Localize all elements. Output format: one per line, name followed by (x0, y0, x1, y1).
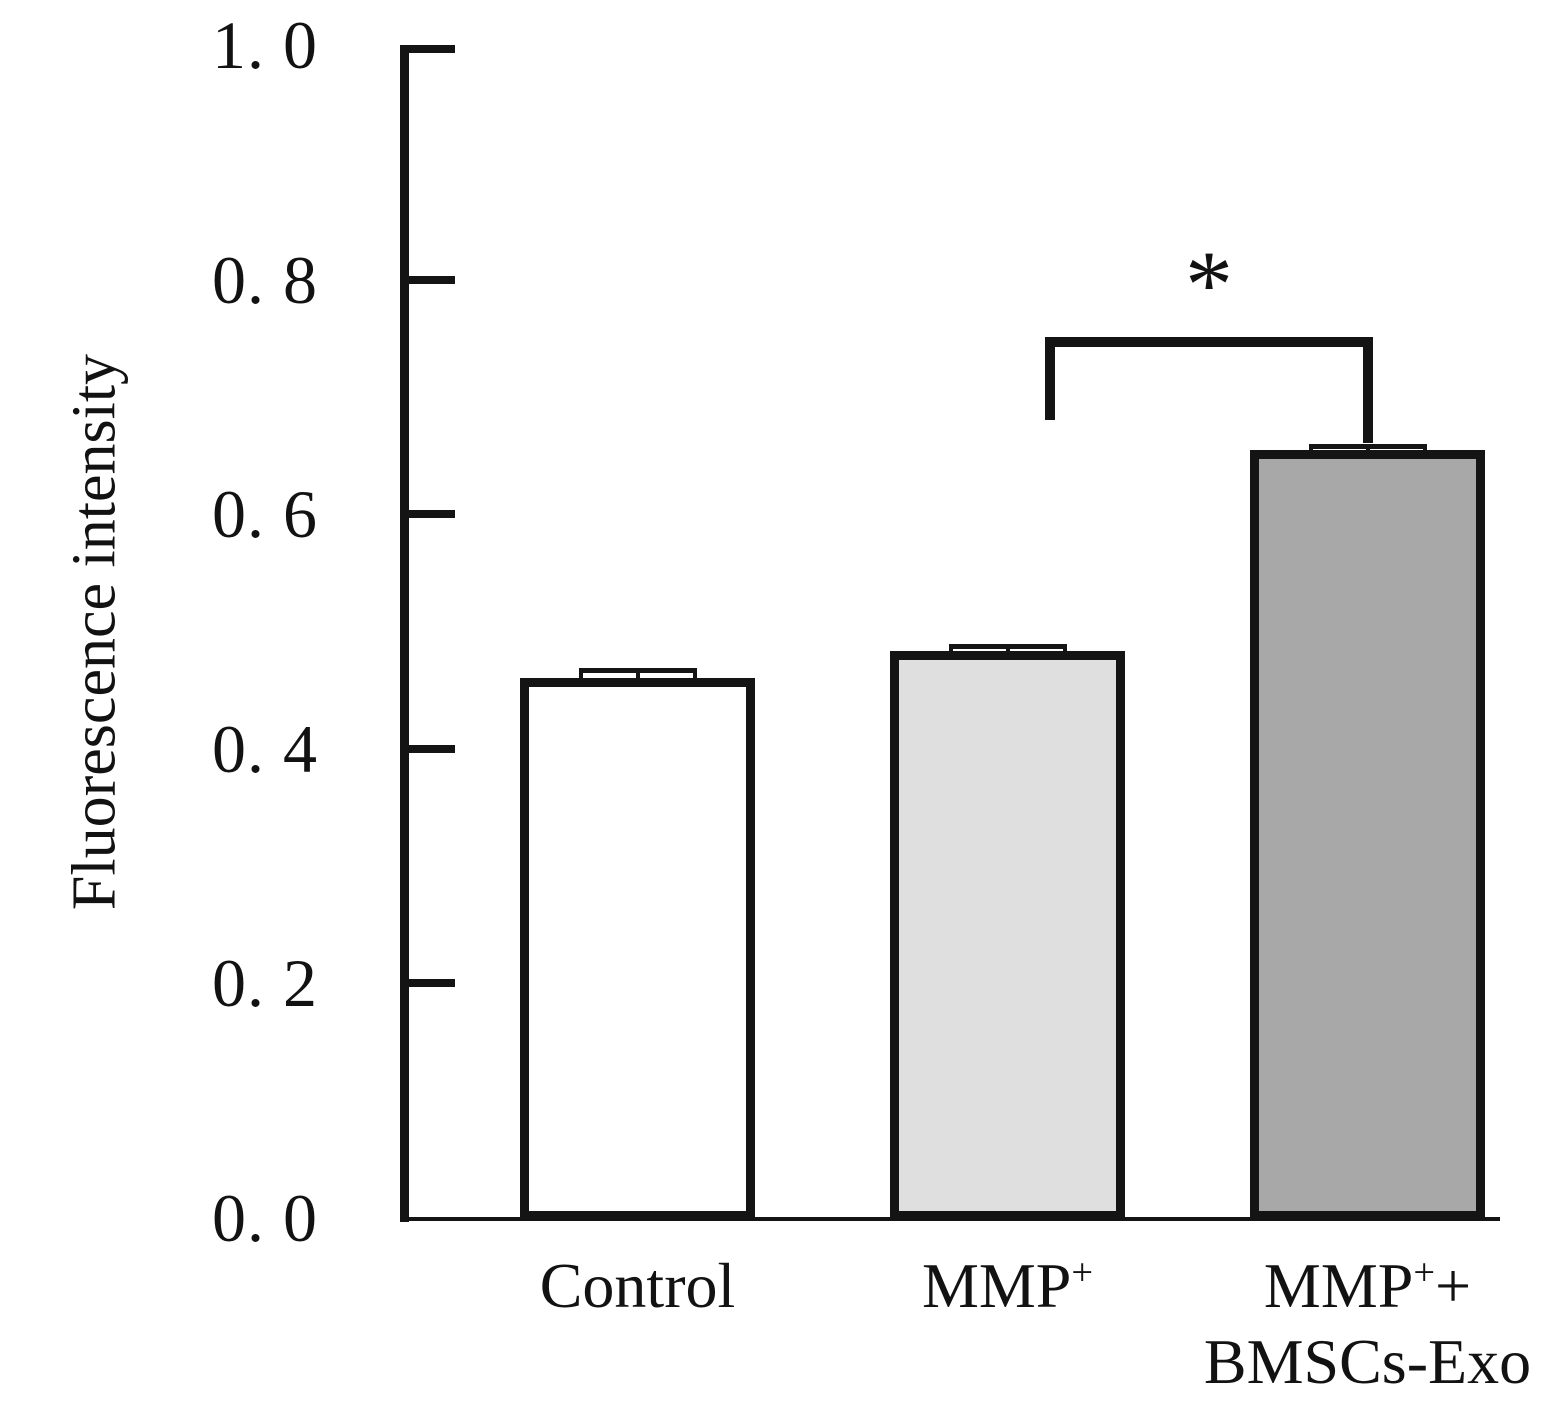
bar-mmp-bmscs-exo (1250, 449, 1485, 1220)
y-tick-label: 0. 2 (212, 945, 318, 1022)
x-label-mmp: MMP+ (921, 1250, 1094, 1321)
error-bar-cap (1308, 443, 1427, 449)
y-axis-line (400, 45, 409, 1222)
error-bar-end-left (1308, 443, 1313, 456)
bar-mmp (890, 651, 1125, 1220)
y-tick-mark (409, 275, 455, 284)
error-bar-cap (948, 644, 1067, 650)
y-tick-label: 0. 0 (212, 1180, 318, 1256)
x-label-control: Control (539, 1250, 736, 1321)
error-bar-end-left (578, 667, 583, 680)
x-label-mmp-bmscs-exo: MMP++ BMSCs-Exo (1203, 1250, 1532, 1397)
error-bar-end-right (1422, 443, 1427, 456)
sig-bracket-left-leg (1045, 337, 1055, 421)
bar-control (520, 678, 755, 1220)
sig-asterisk-label: * (1185, 231, 1233, 339)
y-tick-label: 0. 6 (212, 476, 318, 553)
error-bar-end-left (948, 644, 953, 657)
sig-bracket-right-leg (1363, 337, 1373, 443)
y-axis-title: Fluorescence intensity (60, 353, 129, 911)
sig-bracket-bar (1045, 337, 1373, 348)
error-bar-stem (635, 667, 640, 681)
y-tick-label: 0. 4 (212, 710, 318, 787)
y-tick-mark (409, 979, 455, 988)
y-tick-label: 0. 8 (212, 241, 318, 318)
y-tick-mark (409, 744, 455, 753)
y-tick-label: 1. 0 (212, 7, 318, 83)
y-tick-mark (409, 510, 455, 519)
error-bar-end-right (1062, 644, 1067, 657)
error-bar-end-right (692, 667, 697, 680)
error-bar-cap (578, 667, 697, 673)
y-tick-mark (409, 45, 455, 53)
